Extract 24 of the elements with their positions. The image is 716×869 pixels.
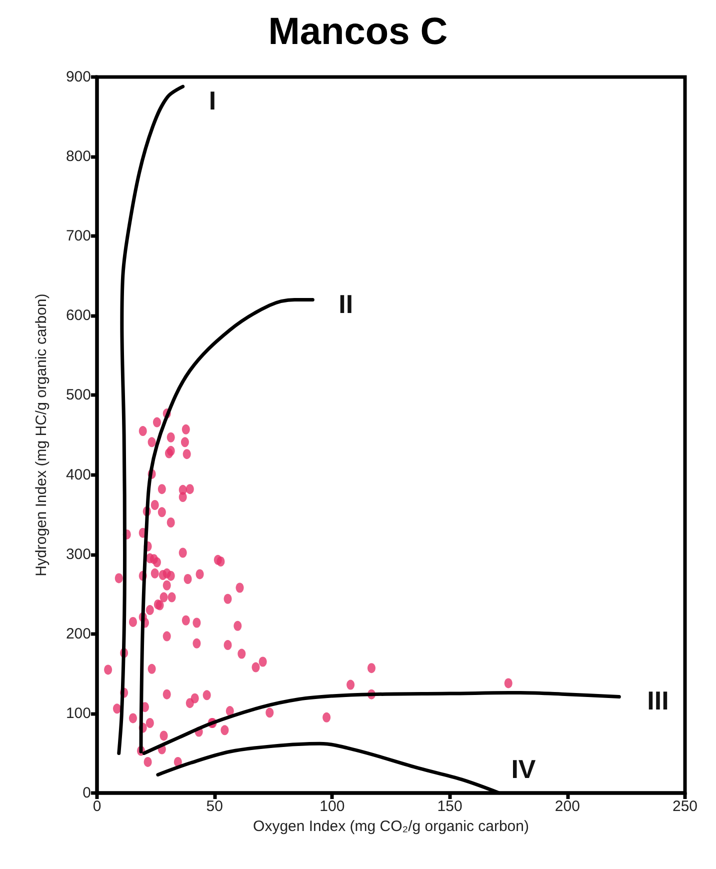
y-tick-label: 800 [66,148,91,166]
series-label: III [647,686,669,716]
y-tick-label: 100 [66,704,91,722]
x-axis-title: Oxygen Index (mg CO₂/g organic carbon) [253,818,529,835]
y-axis-title: Hydrogen Index (mg HC/g organic carbon) [33,294,50,576]
series-label: IV [511,754,536,784]
x-tick-label: 100 [320,798,345,815]
x-tick-label: 250 [672,798,698,815]
series-label: II [338,288,354,319]
y-tick-label: 600 [66,307,91,324]
x-tick-label: 200 [554,798,580,815]
chart-title: Mancos C [268,11,448,53]
y-tick-label: 0 [82,784,91,802]
y-tick-label: 400 [66,466,91,484]
y-tick-label: 700 [66,228,91,245]
y-tick-label: 300 [66,546,91,563]
x-tick-label: 50 [206,798,223,815]
y-tick-label: 500 [66,386,91,404]
x-tick-label: 0 [92,798,102,815]
y-tick-label: 200 [66,625,91,642]
y-tick-label: 900 [66,68,91,86]
series-label: I [208,86,216,116]
x-tick-label: 150 [437,798,462,815]
line-series [117,84,185,755]
